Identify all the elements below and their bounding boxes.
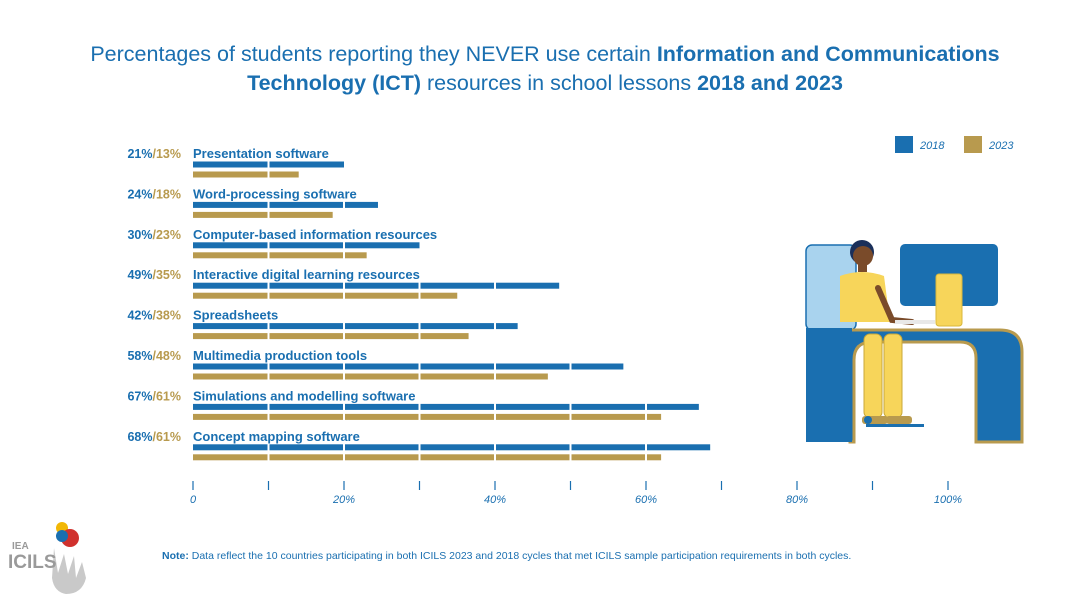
title-bold-1: Information and Communications Technolog…: [247, 42, 1000, 95]
value-label-pair: 67%/61%: [127, 389, 181, 403]
bar-2023: [193, 333, 469, 340]
category-label: Concept mapping software: [193, 429, 360, 444]
legend-label-2018: 2018: [919, 140, 945, 152]
chart-title: Percentages of students reporting they N…: [40, 40, 1050, 98]
x-tick-label: 40%: [484, 494, 506, 506]
value-label-pair: 58%/48%: [127, 349, 181, 363]
note-text: Data reflect the 10 countries participat…: [188, 550, 852, 562]
value-label-pair: 24%/18%: [127, 187, 181, 201]
x-tick-label: 0: [190, 494, 197, 506]
x-tick-label: 100%: [934, 494, 962, 506]
x-tick-label: 20%: [332, 494, 355, 506]
svg-text:IEA: IEA: [12, 541, 29, 552]
bar-2018: [193, 444, 711, 451]
bar-2023: [193, 211, 333, 218]
legend-label-2023: 2023: [988, 140, 1014, 152]
value-label-pair: 30%/23%: [127, 228, 181, 242]
hand-icon: [52, 548, 86, 594]
desk-icon: [848, 328, 1024, 444]
iea-icils-logo: IEA ICILS: [8, 522, 86, 594]
title-part-2: resources in school lessons: [421, 71, 698, 95]
svg-text:ICILS: ICILS: [8, 552, 57, 573]
title-bold-2: 2018 and 2023: [697, 71, 843, 95]
x-tick-label: 80%: [786, 494, 808, 506]
category-label: Simulations and modelling software: [193, 388, 415, 403]
bar-2018: [193, 403, 699, 410]
note-label: Note:: [162, 550, 189, 562]
category-label: Multimedia production tools: [193, 348, 367, 363]
legend-swatch-2023: [964, 136, 982, 153]
bar-2023: [193, 171, 299, 178]
bar-2018: [193, 323, 518, 330]
bar-2023: [193, 373, 548, 380]
bar-2018: [193, 201, 378, 208]
keyboard-icon: [895, 320, 935, 324]
bar-2023: [193, 454, 662, 461]
bar-2018: [193, 282, 560, 289]
student-at-computer-illustration: [805, 240, 1024, 444]
value-label-pair: 68%/61%: [127, 430, 181, 444]
bar-2018: [193, 242, 420, 249]
category-label: Word-processing software: [193, 186, 357, 201]
value-label-pair: 21%/13%: [127, 147, 181, 161]
category-label: Presentation software: [193, 146, 329, 161]
category-label: Computer-based information resources: [193, 227, 437, 242]
bar-2023: [193, 252, 367, 259]
category-label: Interactive digital learning resources: [193, 267, 420, 282]
legs-icon: [863, 333, 883, 419]
title-part-1: Percentages of students reporting they N…: [90, 42, 657, 66]
x-tick-label: 60%: [635, 494, 657, 506]
value-label-pair: 42%/38%: [127, 309, 181, 323]
head-icon: [853, 246, 873, 266]
bar-2023: [193, 292, 458, 299]
bar-2018: [193, 363, 624, 370]
category-label: Spreadsheets: [193, 308, 278, 323]
bar-2023: [193, 413, 662, 420]
legend-swatch-2018: [895, 136, 913, 153]
footnote: Note: Data reflect the 10 countries part…: [162, 550, 851, 562]
shirt-icon: [840, 272, 890, 322]
value-label-pair: 49%/35%: [127, 268, 181, 282]
